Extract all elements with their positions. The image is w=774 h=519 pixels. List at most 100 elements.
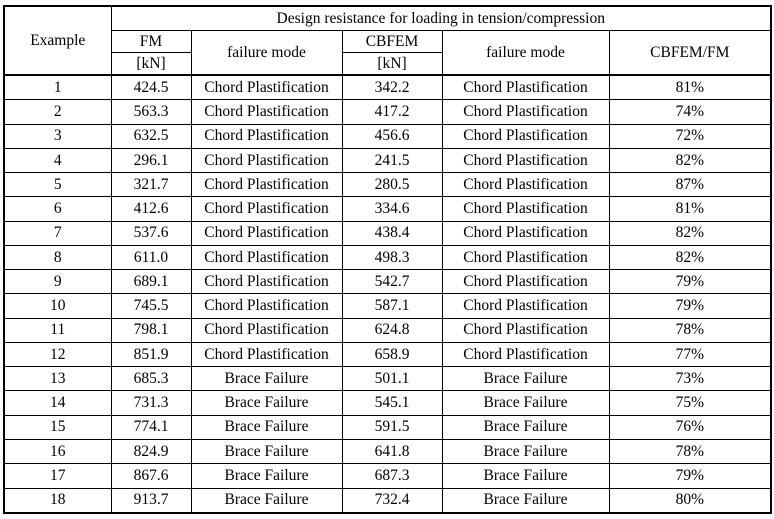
column-header-cbfem: CBFEM [341,30,443,53]
cell-example: 7 [3,220,112,246]
table-row: 13 685.3 Brace Failure 501.1 Brace Failu… [3,366,772,392]
cell-failure-mode-fm: Chord Plastification [190,341,343,368]
cell-cbfem-value: 417.2 [341,99,443,125]
cell-failure-mode-fm: Brace Failure [190,438,343,465]
cell-failure-mode-fm: Chord Plastification [190,172,343,198]
cell-failure-mode-fm: Chord Plastification [190,293,343,319]
table-row: 6 412.6 Chord Plastification 334.6 Chord… [3,196,772,222]
cell-failure-mode-fm: Chord Plastification [190,123,343,149]
cell-cbfem-value: 501.1 [341,366,443,392]
table-title: Design resistance for loading in tension… [110,5,772,31]
cell-fm-value: 611.0 [110,244,192,271]
cell-ratio: 79% [608,463,772,489]
table-row: 18 913.7 Brace Failure 732.4 Brace Failu… [3,487,772,514]
cell-failure-mode-fm: Chord Plastification [190,74,343,101]
cell-failure-mode-cbfem: Chord Plastification [441,244,610,271]
cell-example: 11 [3,317,112,343]
cell-fm-value: 774.1 [110,414,192,441]
cell-example: 8 [3,244,112,271]
cell-example: 14 [3,390,112,416]
cell-cbfem-value: 624.8 [341,317,443,343]
cell-cbfem-value: 280.5 [341,172,443,198]
cell-ratio: 78% [608,317,772,343]
table-row: 10 745.5 Chord Plastification 587.1 Chor… [3,293,772,319]
cell-failure-mode-cbfem: Chord Plastification [441,341,610,368]
cell-failure-mode-cbfem: Chord Plastification [441,123,610,149]
cell-failure-mode-cbfem: Chord Plastification [441,99,610,125]
cell-failure-mode-cbfem: Brace Failure [441,366,610,392]
cell-fm-value: 867.6 [110,463,192,489]
cell-fm-value: 296.1 [110,147,192,174]
cell-ratio: 81% [608,196,772,222]
cell-failure-mode-fm: Chord Plastification [190,269,343,295]
cell-cbfem-value: 658.9 [341,341,443,368]
table-row: 16 824.9 Brace Failure 641.8 Brace Failu… [3,438,772,465]
cell-example: 15 [3,414,112,441]
cell-ratio: 75% [608,390,772,416]
cell-example: 6 [3,196,112,222]
cell-failure-mode-fm: Brace Failure [190,487,343,514]
cell-fm-value: 321.7 [110,172,192,198]
cell-ratio: 82% [608,244,772,271]
table-row: 8 611.0 Chord Plastification 498.3 Chord… [3,244,772,271]
cell-failure-mode-fm: Brace Failure [190,463,343,489]
column-header-example: Example [3,5,112,76]
cell-failure-mode-cbfem: Chord Plastification [441,293,610,319]
table-row: 1 424.5 Chord Plastification 342.2 Chord… [3,74,772,101]
table-body: 1 424.5 Chord Plastification 342.2 Chord… [3,74,772,514]
cell-ratio: 79% [608,293,772,319]
table-row: 15 774.1 Brace Failure 591.5 Brace Failu… [3,414,772,441]
cell-cbfem-value: 438.4 [341,220,443,246]
cell-cbfem-value: 542.7 [341,269,443,295]
cell-cbfem-value: 732.4 [341,487,443,514]
cell-example: 13 [3,366,112,392]
table-row: 2 563.3 Chord Plastification 417.2 Chord… [3,99,772,125]
column-header-ratio: CBFEM/FM [608,30,772,76]
cell-fm-value: 424.5 [110,74,192,101]
cell-cbfem-value: 241.5 [341,147,443,174]
cell-example: 1 [3,74,112,101]
cell-cbfem-value: 342.2 [341,74,443,101]
cell-ratio: 82% [608,147,772,174]
cell-cbfem-value: 456.6 [341,123,443,149]
cell-example: 17 [3,463,112,489]
cell-fm-value: 824.9 [110,438,192,465]
cell-failure-mode-cbfem: Chord Plastification [441,147,610,174]
table-row: 12 851.9 Chord Plastification 658.9 Chor… [3,341,772,368]
cell-cbfem-value: 641.8 [341,438,443,465]
cell-failure-mode-fm: Chord Plastification [190,99,343,125]
cell-failure-mode-cbfem: Chord Plastification [441,196,610,222]
column-header-cbfem-unit: [kN] [341,52,443,76]
table-row: 11 798.1 Chord Plastification 624.8 Chor… [3,317,772,343]
cell-fm-value: 745.5 [110,293,192,319]
cell-example: 5 [3,172,112,198]
cell-example: 4 [3,147,112,174]
cell-fm-value: 632.5 [110,123,192,149]
cell-failure-mode-cbfem: Chord Plastification [441,269,610,295]
cell-fm-value: 851.9 [110,341,192,368]
cell-fm-value: 689.1 [110,269,192,295]
cell-failure-mode-fm: Chord Plastification [190,147,343,174]
column-header-failure-mode-cbfem: failure mode [441,30,610,76]
table-header: Example Design resistance for loading in… [3,5,772,76]
cell-cbfem-value: 498.3 [341,244,443,271]
cell-fm-value: 798.1 [110,317,192,343]
cell-ratio: 77% [608,341,772,368]
cell-example: 10 [3,293,112,319]
cell-ratio: 82% [608,220,772,246]
cell-failure-mode-cbfem: Chord Plastification [441,172,610,198]
cell-failure-mode-fm: Chord Plastification [190,220,343,246]
cell-example: 3 [3,123,112,149]
design-resistance-table: Example Design resistance for loading in… [3,5,773,514]
column-header-fm-unit: [kN] [110,52,192,76]
table-row: 9 689.1 Chord Plastification 542.7 Chord… [3,269,772,295]
cell-ratio: 76% [608,414,772,441]
cell-fm-value: 913.7 [110,487,192,514]
cell-fm-value: 731.3 [110,390,192,416]
cell-failure-mode-cbfem: Chord Plastification [441,74,610,101]
table-row: 3 632.5 Chord Plastification 456.6 Chord… [3,123,772,149]
cell-failure-mode-fm: Brace Failure [190,390,343,416]
column-header-failure-mode-fm: failure mode [190,30,343,76]
table-row: 5 321.7 Chord Plastification 280.5 Chord… [3,172,772,198]
